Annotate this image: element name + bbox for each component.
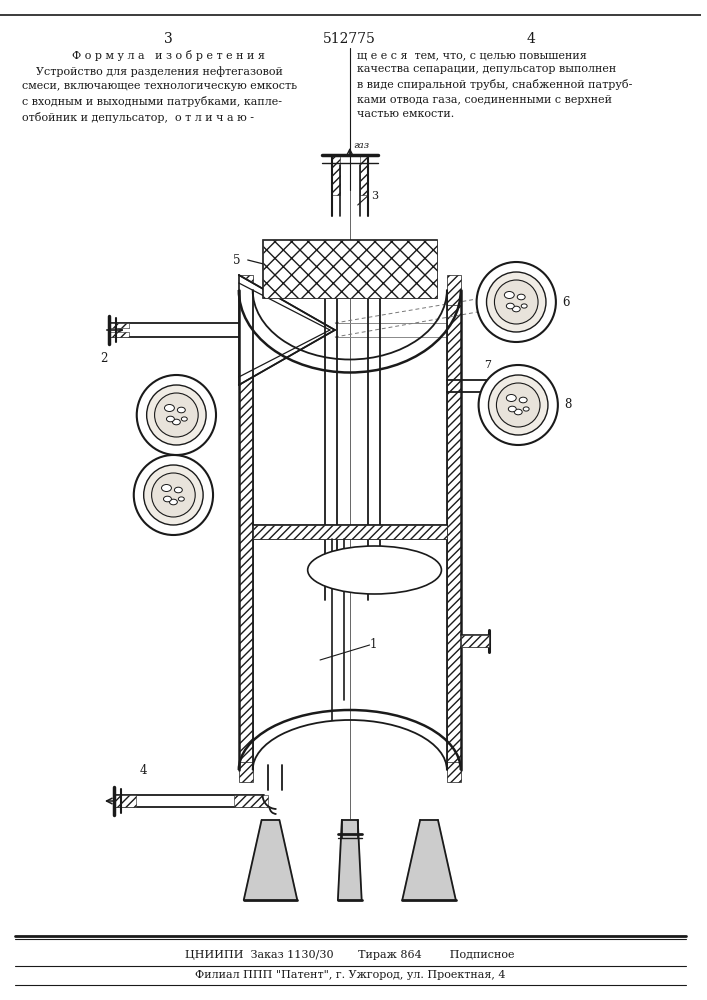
- Text: 2: 2: [100, 352, 107, 365]
- Polygon shape: [239, 275, 335, 385]
- Circle shape: [477, 262, 556, 342]
- Bar: [252, 290, 447, 770]
- Ellipse shape: [518, 294, 525, 300]
- Ellipse shape: [513, 306, 520, 312]
- Text: 4: 4: [140, 764, 148, 777]
- Ellipse shape: [519, 397, 527, 403]
- Circle shape: [134, 455, 213, 535]
- Ellipse shape: [521, 304, 527, 308]
- Circle shape: [146, 385, 206, 445]
- Text: 3: 3: [372, 191, 379, 201]
- Ellipse shape: [308, 546, 441, 594]
- Ellipse shape: [514, 409, 522, 415]
- Bar: [447, 275, 461, 305]
- Bar: [447, 762, 461, 782]
- Bar: [234, 795, 267, 807]
- Circle shape: [144, 465, 203, 525]
- Text: 3: 3: [164, 32, 173, 46]
- Bar: [109, 323, 129, 328]
- Polygon shape: [338, 820, 362, 900]
- Ellipse shape: [523, 407, 529, 411]
- Text: 512775: 512775: [323, 32, 376, 46]
- Text: Устройство для разделения нефтегазовой
смеси, включающее технологическую емкость: Устройство для разделения нефтегазовой с…: [22, 66, 297, 123]
- Circle shape: [486, 272, 546, 332]
- Ellipse shape: [166, 416, 175, 422]
- Ellipse shape: [173, 419, 180, 425]
- Ellipse shape: [181, 417, 187, 421]
- Text: 1: 1: [370, 639, 377, 652]
- Ellipse shape: [165, 404, 175, 412]
- Bar: [252, 525, 447, 539]
- Text: ЦНИИПИ  Заказ 1130/30       Тираж 864        Подписное: ЦНИИПИ Заказ 1130/30 Тираж 864 Подписное: [185, 950, 515, 960]
- Text: щ е е с я  тем, что, с целью повышения
качества сепарации, депульсатор выполнен
: щ е е с я тем, что, с целью повышения ка…: [357, 50, 632, 119]
- Circle shape: [494, 280, 538, 324]
- Bar: [239, 762, 252, 782]
- Bar: [239, 290, 252, 770]
- Circle shape: [136, 375, 216, 455]
- Circle shape: [155, 393, 198, 437]
- Bar: [262, 240, 437, 298]
- Ellipse shape: [504, 292, 514, 298]
- Ellipse shape: [177, 407, 185, 413]
- Text: 6: 6: [562, 296, 569, 308]
- Ellipse shape: [506, 394, 516, 401]
- Text: Ф о р м у л а   и з о б р е т е н и я: Ф о р м у л а и з о б р е т е н и я: [72, 50, 265, 61]
- Polygon shape: [244, 820, 297, 900]
- Circle shape: [151, 473, 195, 517]
- Text: газ: газ: [354, 141, 370, 150]
- Bar: [262, 240, 437, 298]
- Bar: [360, 155, 368, 195]
- Ellipse shape: [175, 487, 182, 493]
- Text: 8: 8: [563, 398, 571, 412]
- Text: Филиал ППП "Патент", г. Ужгород, ул. Проектная, 4: Филиал ППП "Патент", г. Ужгород, ул. Про…: [194, 970, 505, 980]
- Bar: [447, 290, 461, 770]
- Circle shape: [479, 365, 558, 445]
- Bar: [114, 795, 136, 807]
- Circle shape: [496, 383, 540, 427]
- Bar: [239, 275, 252, 305]
- Ellipse shape: [163, 496, 171, 502]
- Text: 5: 5: [233, 253, 240, 266]
- Circle shape: [489, 375, 548, 435]
- Ellipse shape: [506, 303, 514, 309]
- Ellipse shape: [170, 499, 177, 505]
- Bar: [109, 332, 129, 337]
- Bar: [332, 155, 340, 195]
- Text: 7: 7: [484, 360, 491, 370]
- Ellipse shape: [178, 497, 185, 501]
- Text: 4: 4: [527, 32, 535, 46]
- Ellipse shape: [161, 485, 171, 491]
- Ellipse shape: [508, 406, 516, 412]
- Bar: [461, 635, 489, 647]
- Polygon shape: [402, 820, 456, 900]
